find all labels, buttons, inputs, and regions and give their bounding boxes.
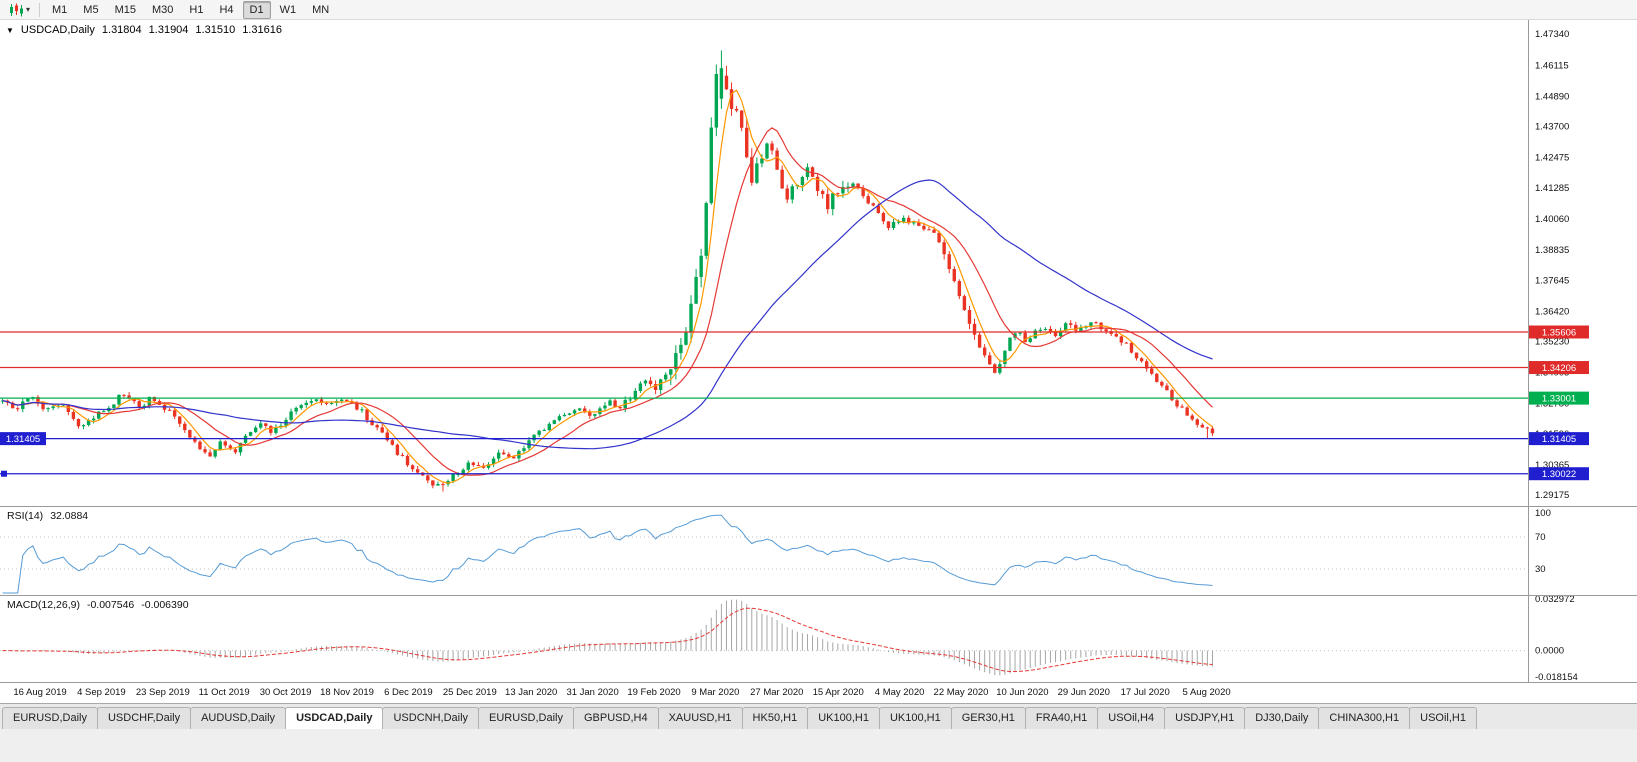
date-axis-label: 13 Jan 2020 — [505, 687, 558, 698]
rsi-axis-label: 100 — [1535, 508, 1551, 519]
date-axis-label: 15 Apr 2020 — [812, 687, 864, 698]
ma-13-line — [2, 127, 1213, 476]
price-tick: 1.42475 — [1535, 153, 1569, 164]
price-tick: 1.46115 — [1535, 60, 1569, 71]
hline-price-label: 1.31405 — [1542, 434, 1576, 445]
timeframe-button-d1[interactable]: D1 — [242, 0, 271, 19]
timeframe-button-h1[interactable]: H1 — [189, 3, 204, 16]
toolbar-separator — [39, 2, 41, 17]
chart-tab-ger30-h1[interactable]: GER30,H1 — [950, 707, 1026, 729]
date-axis-label: 17 Jul 2020 — [1120, 687, 1170, 698]
date-axis-label: 19 Feb 2020 — [627, 687, 681, 698]
price-tick: 1.47340 — [1535, 29, 1569, 40]
candlestick-chart-icon — [10, 3, 23, 16]
date-axis-label: 5 Aug 2020 — [1182, 687, 1231, 698]
date-axis-label: 27 Mar 2020 — [750, 687, 804, 698]
chart-tab-usdjpy-h1[interactable]: USDJPY,H1 — [1164, 707, 1246, 729]
price-chart[interactable]: 1.47340 1.46115 1.44890 1.43700 1.42475 1.412… — [0, 20, 1637, 506]
hline-price-label-left: 1.31405 — [6, 434, 40, 445]
chart-window: 1.47340 1.46115 1.44890 1.43700 1.42475 1.412… — [0, 20, 1637, 703]
chart-tab-gbpusd-h4[interactable]: GBPUSD,H4 — [573, 707, 659, 729]
macd-axis-label: 0.0000 — [1535, 646, 1564, 657]
timeframe-button-h4[interactable]: H4 — [219, 3, 234, 16]
chart-tab-usoil-h1[interactable]: USOil,H1 — [1409, 707, 1477, 729]
macd-pane: 0.032972 0.0000 -0.018154 MACD(12,26,9) -0… — [0, 595, 1637, 682]
date-axis-label: 9 Mar 2020 — [691, 687, 740, 698]
chart-tab-eurusd-daily[interactable]: EURUSD,Daily — [478, 707, 574, 729]
price-tick: 1.43700 — [1535, 122, 1569, 133]
chart-tab-usdchf-daily[interactable]: USDCHF,Daily — [96, 707, 192, 729]
date-axis-label: 30 Oct 2019 — [259, 687, 312, 698]
price-tick: 1.36420 — [1535, 306, 1569, 317]
price-tick: 1.35230 — [1535, 337, 1569, 348]
macd-chart[interactable]: 0.032972 0.0000 -0.018154 — [0, 596, 1637, 682]
timeframe-buttons: M1 M5 M15 M30 H1 H4 D1 W1 MN — [45, 0, 336, 19]
chart-tab-usdcnh-daily[interactable]: USDCNH,Daily — [382, 707, 480, 729]
price-tick: 1.38835 — [1535, 245, 1569, 256]
date-axis-label: 23 Sep 2019 — [135, 687, 190, 698]
hline-price-label: 1.33001 — [1542, 394, 1576, 405]
rsi-line — [2, 514, 1213, 594]
macd-axis-label: 0.032972 — [1535, 596, 1575, 605]
chart-tab-usoil-h4[interactable]: USOil,H4 — [1097, 707, 1166, 729]
chart-type-dropdown[interactable]: ▾ — [4, 2, 34, 18]
date-axis-label: 22 May 2020 — [933, 687, 989, 698]
macd-signal-line — [2, 607, 1213, 673]
collapse-triangle-icon[interactable]: ▼ — [6, 25, 14, 35]
date-axis-label: 18 Nov 2019 — [320, 687, 374, 698]
chart-tab-fra40-h1[interactable]: FRA40,H1 — [1024, 707, 1099, 729]
rsi-pane: 100 70 30 RSI(14) 32.0884 — [0, 506, 1637, 595]
date-axis-label: 11 Oct 2019 — [198, 687, 250, 698]
price-tick: 1.40060 — [1535, 214, 1569, 225]
date-axis-label: 31 Jan 2020 — [566, 687, 619, 698]
timeframe-button-m1[interactable]: M1 — [52, 3, 68, 16]
timeframe-button-m5[interactable]: M5 — [83, 3, 99, 16]
toolbar: ▾ M1 M5 M15 M30 H1 H4 D1 W1 MN — [0, 0, 1637, 20]
timeframe-button-m15[interactable]: M15 — [114, 3, 136, 16]
date-axis-label: 4 Sep 2019 — [77, 687, 126, 698]
date-axis-label: 6 Dec 2019 — [384, 687, 433, 698]
chevron-down-icon: ▾ — [26, 5, 31, 14]
timeframe-button-w1[interactable]: W1 — [279, 3, 297, 16]
ma-5-line — [2, 89, 1213, 484]
macd-axis-label: -0.018154 — [1535, 672, 1578, 682]
status-bar — [0, 729, 1637, 762]
chart-tab-uk100-h1[interactable]: UK100,H1 — [807, 707, 880, 729]
date-axis-label: 16 Aug 2019 — [13, 687, 67, 698]
chart-tab-china300-h1[interactable]: CHINA300,H1 — [1318, 707, 1411, 729]
timeframe-button-m30[interactable]: M30 — [151, 3, 174, 16]
chart-tab-dj30-daily[interactable]: DJ30,Daily — [1244, 707, 1320, 729]
ma-45-line — [2, 179, 1213, 450]
main-chart-pane: 1.47340 1.46115 1.44890 1.43700 1.42475 1.412… — [0, 20, 1637, 506]
price-tick: 1.30365 — [1535, 460, 1569, 471]
timeframe-button-mn[interactable]: MN — [312, 3, 330, 16]
hline-price-label: 1.30022 — [1542, 469, 1576, 480]
chart-tab-audusd-daily[interactable]: AUDUSD,Daily — [190, 707, 287, 729]
rsi-axis-label: 30 — [1535, 564, 1546, 575]
chart-tabs-bar: EURUSD,Daily USDCHF,Daily AUDUSD,Daily USDC… — [0, 703, 1637, 729]
date-axis[interactable]: 16 Aug 2019 4 Sep 2019 23 Sep 2019 11 Oct 2… — [0, 682, 1637, 703]
hline-price-label: 1.34206 — [1542, 363, 1576, 374]
price-tick: 1.41285 — [1535, 183, 1569, 194]
chart-tab-eurusd-daily[interactable]: EURUSD,Daily — [2, 707, 98, 729]
hline-price-label: 1.35606 — [1542, 328, 1576, 339]
chart-tab-hk50-h1[interactable]: HK50,H1 — [741, 707, 809, 729]
date-axis-label: 29 Jun 2020 — [1057, 687, 1110, 698]
price-tick: 1.37645 — [1535, 275, 1569, 286]
date-axis-label: 10 Jun 2020 — [996, 687, 1049, 698]
rsi-axis-label: 70 — [1535, 532, 1546, 543]
rsi-chart[interactable]: 100 70 30 — [0, 507, 1637, 595]
chart-tab-xauusd-h1[interactable]: XAUUSD,H1 — [657, 707, 743, 729]
chart-tab-uk100-h1[interactable]: UK100,H1 — [878, 707, 952, 729]
chart-tab-usdcad-daily[interactable]: USDCAD,Daily — [285, 707, 384, 729]
price-tick: 1.44890 — [1535, 91, 1569, 102]
date-axis-label: 4 May 2020 — [874, 687, 925, 698]
date-axis-label: 25 Dec 2019 — [442, 687, 497, 698]
price-tick: 1.29175 — [1535, 490, 1569, 501]
